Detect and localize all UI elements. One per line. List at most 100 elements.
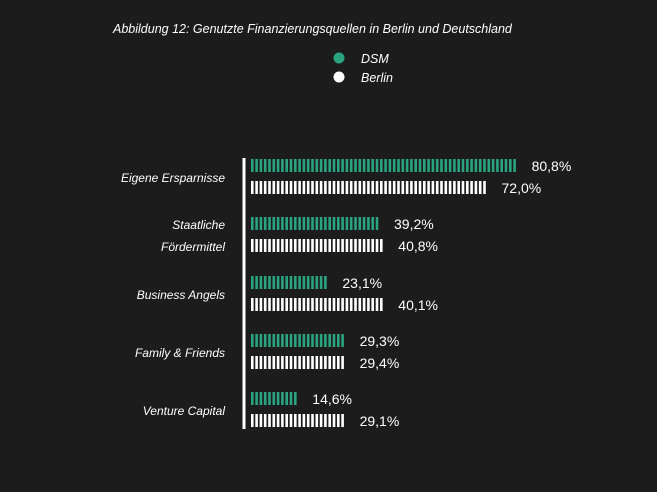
- bar-stripe: [509, 159, 512, 172]
- bar-stripe: [289, 414, 293, 427]
- bar-stripe: [375, 298, 379, 311]
- bar-stripe: [418, 159, 422, 172]
- value-label-berlin-staatliche-f-rdermittel: 40,8%: [398, 238, 438, 254]
- bar-stripe: [332, 298, 336, 311]
- bar-dsm-venture-capital: [251, 392, 297, 405]
- bar-stripe: [289, 181, 293, 194]
- bar-stripe: [289, 334, 293, 347]
- bar-stripe: [311, 217, 314, 230]
- bar-stripe: [405, 159, 409, 172]
- bar-stripe: [272, 239, 276, 252]
- bar-berlin-staatliche-f-rdermittel: [251, 239, 383, 252]
- bar-stripe: [311, 181, 314, 194]
- bar-stripe: [349, 239, 353, 252]
- bar-stripe: [337, 239, 340, 252]
- bar-stripe: [384, 159, 387, 172]
- bar-stripe: [392, 159, 396, 172]
- bar-dsm-business-angels: [251, 276, 327, 289]
- bar-stripe: [251, 356, 254, 369]
- bar-stripe: [281, 334, 284, 347]
- bar-stripe: [483, 159, 486, 172]
- bar-stripe: [311, 276, 314, 289]
- bar-stripe: [251, 181, 254, 194]
- bar-stripe: [289, 159, 293, 172]
- bar-stripe: [470, 159, 473, 172]
- bar-stripe: [414, 181, 417, 194]
- bar-stripe: [332, 356, 336, 369]
- bar-stripe: [281, 239, 284, 252]
- bar-stripe: [259, 276, 263, 289]
- bar-stripe: [259, 298, 263, 311]
- bar-stripe: [302, 298, 306, 311]
- value-label-dsm-venture-capital: 14,6%: [312, 391, 352, 407]
- bar-stripe: [371, 159, 374, 172]
- bar-stripe: [444, 159, 448, 172]
- category-label-business-angels: Business Angels: [137, 288, 225, 302]
- bar-stripe: [268, 414, 271, 427]
- bar-stripe: [358, 181, 362, 194]
- bar-dsm-staatliche-f-rdermittel: [251, 217, 379, 230]
- category-label-eigene-ersparnisse: Eigene Ersparnisse: [121, 171, 225, 185]
- bar-stripe: [380, 239, 383, 252]
- bar-stripe: [276, 356, 280, 369]
- bar-stripe: [298, 159, 301, 172]
- bar-stripe: [311, 298, 314, 311]
- category-labels: Eigene Ersparnisse Staatliche Fördermittel…: [121, 171, 225, 418]
- bar-stripe: [298, 217, 301, 230]
- bar-stripe: [315, 334, 319, 347]
- bar-stripe: [319, 159, 323, 172]
- bar-stripe: [259, 159, 263, 172]
- bar-stripe: [251, 159, 254, 172]
- bar-stripe: [311, 334, 314, 347]
- bar-stripe: [268, 217, 271, 230]
- bar-stripe: [263, 356, 267, 369]
- bar-stripe: [298, 414, 301, 427]
- bar-stripe: [362, 239, 366, 252]
- bar-stripe: [294, 276, 297, 289]
- bar-stripe: [289, 276, 293, 289]
- bar-stripe: [371, 239, 374, 252]
- bar-stripe: [306, 334, 310, 347]
- bar-stripe: [263, 414, 267, 427]
- bar-stripe: [362, 298, 366, 311]
- legend-marker-dsm: [333, 52, 345, 64]
- bar-stripe: [397, 181, 400, 194]
- category-label-family-friends: Family & Friends: [135, 346, 225, 360]
- bar-stripe: [324, 356, 327, 369]
- bar-stripe: [337, 217, 340, 230]
- bar-stripe: [259, 414, 263, 427]
- bar-stripe: [423, 181, 426, 194]
- bar-stripe: [319, 239, 323, 252]
- bar-stripe: [388, 181, 392, 194]
- bar-stripe: [251, 217, 254, 230]
- bar-stripe: [341, 181, 344, 194]
- bar-stripe: [375, 181, 379, 194]
- bar-stripe: [328, 159, 331, 172]
- bar-stripe: [431, 159, 435, 172]
- bar-stripe: [367, 217, 370, 230]
- bar-stripe: [324, 159, 327, 172]
- bar-stripe: [289, 356, 293, 369]
- bar-stripe: [332, 159, 336, 172]
- bar-stripe: [427, 181, 430, 194]
- bar-stripe: [294, 334, 297, 347]
- bar-stripe: [276, 276, 280, 289]
- bar-dsm-family-friends: [251, 334, 344, 347]
- bar-stripe: [263, 392, 267, 405]
- bar-stripe: [281, 159, 284, 172]
- bar-stripe: [315, 159, 319, 172]
- bar-stripe: [324, 298, 327, 311]
- bar-stripe: [466, 159, 469, 172]
- bar-stripe: [285, 276, 288, 289]
- bar-stripe: [341, 334, 344, 347]
- bar-stripe: [354, 159, 357, 172]
- bar-stripe: [289, 392, 293, 405]
- bar-stripe: [311, 239, 314, 252]
- bar-stripe: [319, 298, 323, 311]
- bar-stripe: [349, 159, 353, 172]
- bar-stripe: [268, 276, 271, 289]
- bar-stripe: [298, 334, 301, 347]
- bar-stripe: [289, 217, 293, 230]
- bar-stripe: [337, 334, 340, 347]
- bar-stripe: [302, 159, 306, 172]
